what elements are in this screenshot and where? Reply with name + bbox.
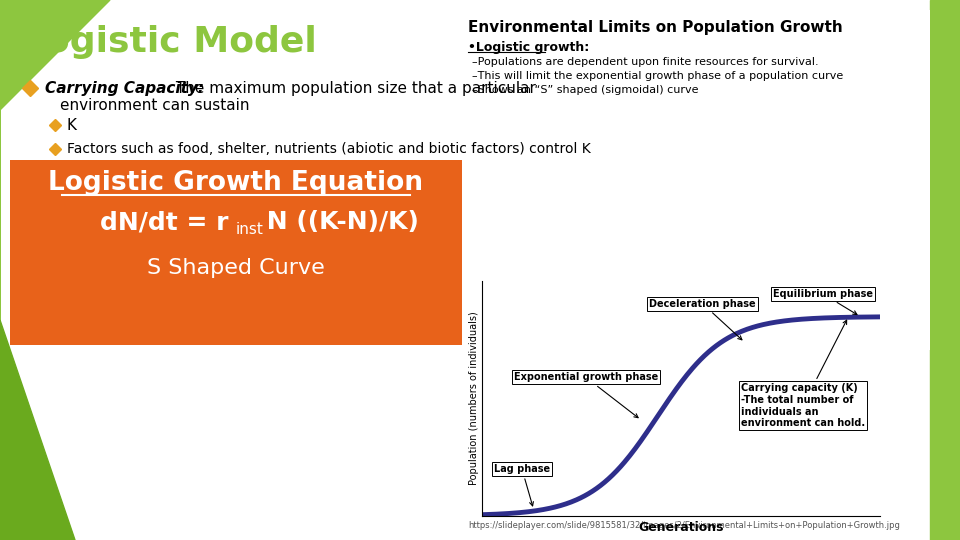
Text: –Populations are dependent upon finite resources for survival.: –Populations are dependent upon finite r… <box>472 57 819 67</box>
Text: N ((K-N)/K): N ((K-N)/K) <box>258 210 419 234</box>
Text: –Shows an “S” shaped (sigmoidal) curve: –Shows an “S” shaped (sigmoidal) curve <box>472 85 699 95</box>
Text: The maximum population size that a particular: The maximum population size that a parti… <box>171 80 536 96</box>
Y-axis label: Population (numbers of individuals): Population (numbers of individuals) <box>469 312 479 485</box>
Text: Logistic Growth Equation: Logistic Growth Equation <box>49 170 423 196</box>
Text: dN/dt = r: dN/dt = r <box>100 210 228 234</box>
Text: K: K <box>67 118 77 132</box>
Text: Environmental Limits on Population Growth: Environmental Limits on Population Growt… <box>468 20 843 35</box>
Text: Logistic Model: Logistic Model <box>22 25 317 59</box>
Text: Equilibrium phase: Equilibrium phase <box>773 289 873 314</box>
Text: •Logistic growth:: •Logistic growth: <box>468 41 589 54</box>
FancyBboxPatch shape <box>10 160 462 345</box>
Text: Factors such as food, shelter, nutrients (abiotic and biotic factors) control K: Factors such as food, shelter, nutrients… <box>67 142 590 156</box>
Text: environment can sustain: environment can sustain <box>60 98 250 113</box>
Text: Exponential growth phase: Exponential growth phase <box>514 373 658 417</box>
Text: https://slideplayer.com/slide/9815581/32/images/2/Environmental+Limits+on+Popula: https://slideplayer.com/slide/9815581/32… <box>468 521 900 530</box>
Text: –This will limit the exponential growth phase of a population curve: –This will limit the exponential growth … <box>472 71 843 81</box>
Text: Lag phase: Lag phase <box>493 464 550 506</box>
Text: S Shaped Curve: S Shaped Curve <box>147 258 324 278</box>
X-axis label: Generations: Generations <box>638 521 724 534</box>
Bar <box>930 0 960 540</box>
Text: Deceleration phase: Deceleration phase <box>649 299 756 340</box>
Text: Carrying capacity (K)
-The total number of
individuals an
environment can hold.: Carrying capacity (K) -The total number … <box>741 320 865 428</box>
Bar <box>462 10 930 350</box>
Polygon shape <box>0 320 75 540</box>
Polygon shape <box>0 0 110 540</box>
Text: Carrying Capacity:: Carrying Capacity: <box>45 80 204 96</box>
Text: inst: inst <box>236 221 264 237</box>
